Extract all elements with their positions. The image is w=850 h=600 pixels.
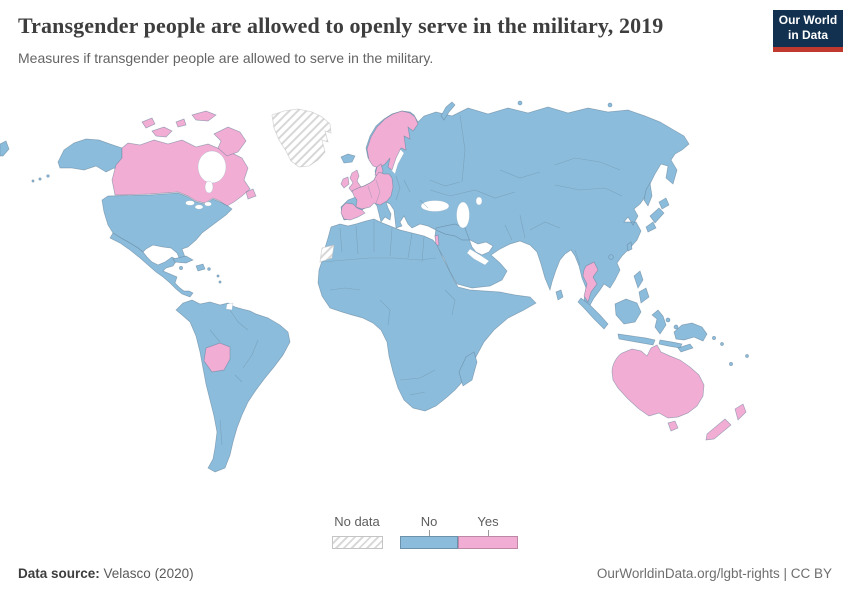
region-solomon-islands[interactable] — [720, 342, 724, 346]
great-lake — [185, 200, 195, 206]
region-hispaniola[interactable] — [195, 263, 206, 272]
french-guiana-nodata — [225, 302, 234, 311]
chart-header: Transgender people are allowed to openly… — [18, 12, 760, 67]
region-madagascar[interactable] — [458, 351, 478, 387]
persian-gulf — [466, 248, 490, 266]
data-source-value: Velasco (2020) — [99, 566, 194, 581]
region-fiji[interactable] — [745, 354, 749, 358]
hudson-bay — [197, 150, 227, 184]
owid-logo-line1: Our World — [778, 13, 838, 27]
region-south-america[interactable] — [175, 299, 291, 473]
page-title: Transgender people are allowed to openly… — [18, 13, 664, 38]
james-bay — [204, 180, 214, 194]
region-jamaica[interactable] — [179, 266, 183, 270]
region-western-sahara[interactable] — [319, 244, 335, 263]
region-philippines[interactable] — [633, 270, 644, 289]
map-legend: No data No Yes — [0, 514, 850, 554]
region-africa[interactable] — [317, 218, 537, 412]
region-iberia[interactable] — [340, 202, 366, 221]
region-arctic-island[interactable] — [141, 117, 156, 129]
data-source-line: Data source: Velasco (2020) — [18, 566, 194, 581]
region-maluku[interactable] — [673, 324, 679, 330]
region-iceland[interactable] — [340, 153, 356, 164]
country-borders — [209, 114, 623, 446]
region-aleutians[interactable] — [38, 177, 42, 181]
region-japan[interactable] — [649, 207, 665, 224]
region-australia[interactable] — [611, 344, 705, 419]
page-subtitle: Measures if transgender people are allow… — [18, 50, 434, 66]
region-arctic-island[interactable] — [607, 102, 613, 108]
region-baffin-island[interactable] — [213, 126, 247, 157]
region-sri-lanka[interactable] — [555, 289, 564, 301]
region-maluku[interactable] — [665, 317, 671, 323]
region-java[interactable] — [617, 333, 656, 346]
region-lesser-sunda[interactable] — [658, 339, 683, 349]
region-sumatra[interactable] — [577, 297, 609, 330]
region-bolivia[interactable] — [203, 342, 231, 373]
credit-divider: | — [779, 566, 791, 581]
great-lake — [194, 204, 204, 210]
region-lesser-antilles[interactable] — [216, 274, 220, 278]
region-arctic-island[interactable] — [151, 126, 173, 138]
region-puerto-rico[interactable] — [207, 267, 211, 271]
region-cuba[interactable] — [172, 255, 194, 264]
region-lesser-antilles[interactable] — [218, 280, 222, 284]
region-new-zealand[interactable] — [705, 418, 732, 441]
region-scandinavia[interactable] — [366, 110, 419, 171]
region-aleutians[interactable] — [46, 174, 50, 178]
region-arctic-island[interactable] — [517, 100, 523, 106]
region-greenland[interactable] — [271, 108, 332, 168]
black-sea — [420, 200, 450, 212]
legend-swatch-yes[interactable] — [458, 536, 518, 549]
region-arctic-island[interactable] — [175, 118, 187, 128]
region-new-guinea[interactable] — [673, 322, 708, 342]
region-newfoundland[interactable] — [245, 188, 257, 200]
region-hainan[interactable] — [608, 254, 614, 260]
region-philippines[interactable] — [638, 287, 650, 304]
region-mexico-central-america[interactable] — [109, 232, 194, 298]
region-arctic-island[interactable] — [191, 110, 217, 122]
region-thailand[interactable] — [582, 261, 599, 303]
region-sakhalin[interactable] — [643, 181, 653, 207]
region-tasmania[interactable] — [667, 420, 679, 432]
region-western-europe[interactable] — [351, 171, 394, 210]
credit-line: OurWorldinData.org/lgbt-rights | CC BY — [597, 566, 832, 581]
legend-tick-yes — [488, 530, 489, 536]
region-new-caledonia[interactable] — [729, 362, 733, 366]
region-united-states[interactable] — [101, 192, 233, 263]
region-aleutians[interactable] — [31, 179, 35, 183]
region-alaska[interactable] — [57, 138, 123, 173]
legend-label-yes: Yes — [477, 514, 499, 529]
region-novaya-zemlya[interactable] — [440, 101, 456, 121]
data-source-label: Data source: — [18, 566, 100, 581]
owid-credit-link[interactable]: OurWorldinData.org/lgbt-rights — [596, 566, 780, 581]
owid-logo-line2: in Data — [787, 28, 828, 42]
region-ireland[interactable] — [340, 176, 350, 189]
aral-sea — [475, 196, 483, 206]
region-timor[interactable] — [677, 343, 694, 353]
region-chukotka-wrap[interactable] — [0, 140, 10, 157]
region-taiwan[interactable] — [626, 241, 633, 252]
owid-logo[interactable]: Our World in Data — [773, 10, 843, 52]
great-lake — [204, 201, 212, 207]
legend-tick-no — [429, 530, 430, 536]
region-new-zealand[interactable] — [734, 403, 747, 421]
legend-label-no: No — [420, 514, 438, 529]
legend-swatch-no-data[interactable] — [332, 536, 383, 549]
caspian-sea — [456, 201, 470, 229]
region-borneo[interactable] — [614, 298, 642, 325]
region-solomon-islands[interactable] — [712, 336, 716, 340]
region-japan[interactable] — [645, 221, 657, 233]
legend-swatch-no[interactable] — [400, 536, 458, 549]
region-japan[interactable] — [658, 197, 670, 210]
cc-by-link[interactable]: CC BY — [790, 566, 832, 581]
region-sulawesi[interactable] — [651, 309, 667, 335]
legend-label-no-data: No data — [334, 514, 380, 529]
